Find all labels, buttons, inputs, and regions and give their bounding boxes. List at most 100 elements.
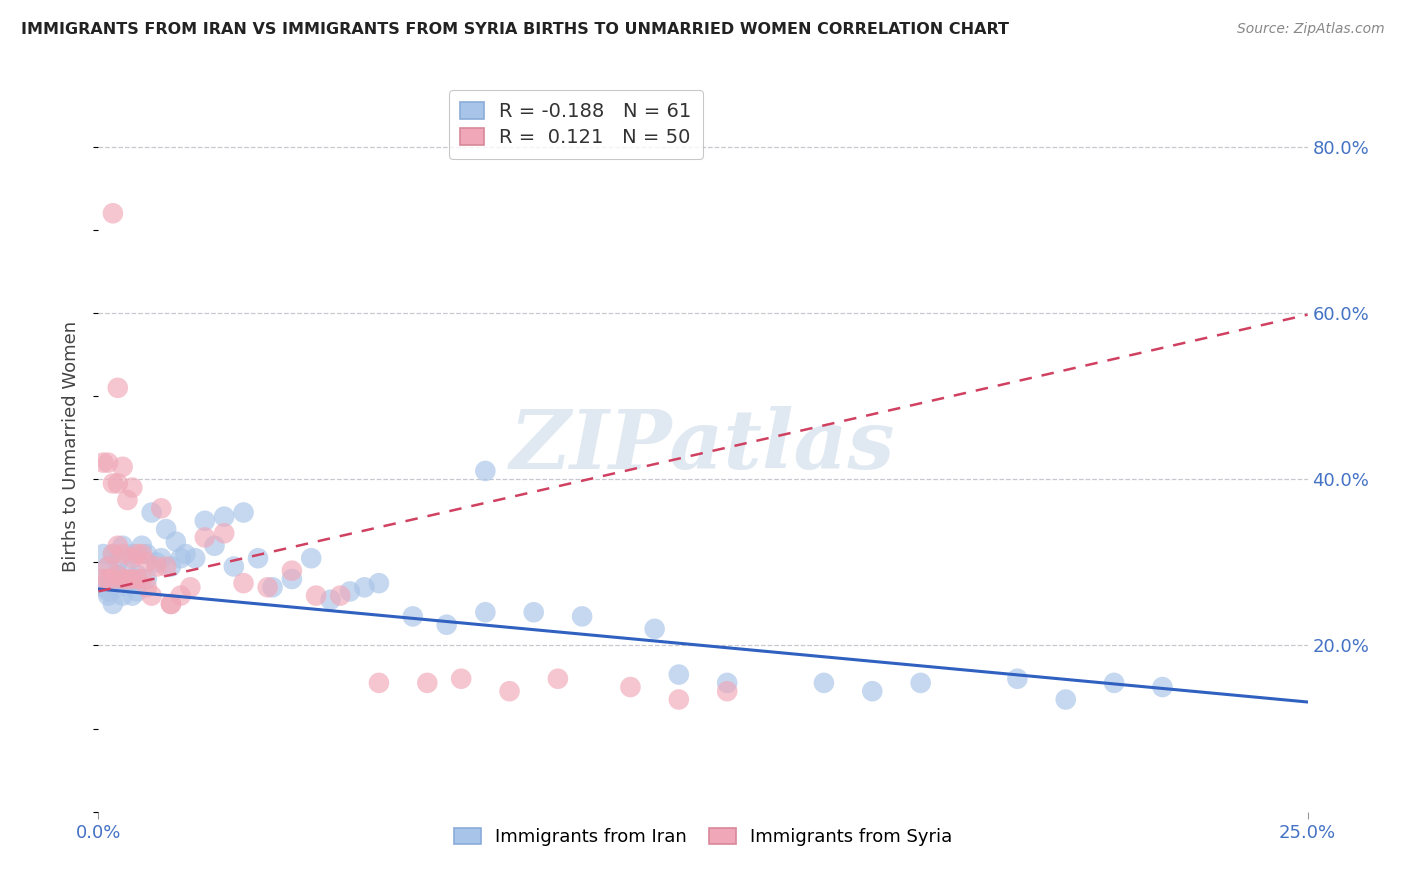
Point (91, 572, 114, 586)
Point (97, 589, 120, 603)
Point (111, 572, 134, 586)
Point (194, 530, 217, 544)
Point (121, 572, 143, 586)
Point (101, 476, 124, 491)
Point (436, 617, 458, 632)
Point (121, 481, 143, 495)
Point (101, 547, 124, 561)
Point (160, 559, 183, 574)
Point (131, 539, 153, 553)
Point (101, 572, 124, 586)
Point (194, 514, 217, 528)
Point (141, 589, 163, 603)
Legend: Immigrants from Iran, Immigrants from Syria: Immigrants from Iran, Immigrants from Sy… (444, 819, 962, 855)
Point (281, 572, 304, 586)
Point (150, 551, 173, 566)
Point (353, 580, 375, 594)
Point (305, 589, 328, 603)
Point (160, 597, 183, 611)
Point (184, 551, 207, 566)
Point (474, 464, 496, 478)
Point (111, 459, 134, 474)
Point (131, 572, 153, 586)
Point (97, 584, 120, 599)
Y-axis label: Births to Unmarried Women: Births to Unmarried Women (62, 320, 80, 572)
Point (101, 597, 124, 611)
Point (135, 572, 157, 586)
Point (111, 589, 134, 603)
Point (299, 551, 322, 566)
Point (131, 547, 153, 561)
Point (117, 564, 139, 578)
Point (619, 680, 641, 694)
Point (145, 555, 167, 569)
Point (1152, 680, 1174, 694)
Point (155, 559, 177, 574)
Point (644, 622, 666, 636)
Point (668, 692, 690, 706)
Point (1102, 676, 1125, 690)
Point (97, 456, 120, 470)
Point (232, 576, 254, 591)
Point (860, 684, 883, 698)
Text: ZIPatlas: ZIPatlas (510, 406, 896, 486)
Point (910, 676, 932, 690)
Point (117, 576, 139, 591)
Point (212, 509, 235, 524)
Point (262, 580, 284, 594)
Point (402, 609, 425, 624)
Point (174, 547, 197, 561)
Point (121, 547, 143, 561)
Point (145, 559, 167, 574)
Point (339, 584, 361, 599)
Point (212, 526, 235, 541)
Point (150, 501, 173, 516)
Point (474, 605, 496, 619)
Text: Source: ZipAtlas.com: Source: ZipAtlas.com (1237, 22, 1385, 37)
Point (101, 572, 124, 586)
Point (716, 684, 738, 698)
Point (169, 589, 191, 603)
Point (135, 555, 157, 569)
Point (135, 580, 157, 594)
Point (135, 547, 157, 561)
Point (498, 684, 520, 698)
Point (91, 572, 114, 586)
Point (127, 567, 149, 582)
Point (160, 597, 183, 611)
Point (179, 580, 201, 594)
Point (107, 580, 129, 594)
Point (1007, 672, 1029, 686)
Point (668, 667, 690, 681)
Point (716, 676, 738, 690)
Point (127, 584, 149, 599)
Point (117, 493, 139, 508)
Point (141, 506, 163, 520)
Point (97, 559, 120, 574)
Point (165, 534, 187, 549)
Point (91, 580, 114, 594)
Point (107, 567, 129, 582)
Point (247, 551, 270, 566)
Point (127, 547, 149, 561)
Point (91, 456, 114, 470)
Point (232, 506, 254, 520)
Point (117, 572, 139, 586)
Point (155, 522, 177, 536)
Point (222, 559, 245, 574)
Point (91, 547, 114, 561)
Point (329, 589, 352, 603)
Point (523, 605, 546, 619)
Point (121, 551, 143, 566)
Point (101, 206, 124, 220)
Point (368, 676, 391, 690)
Point (97, 572, 120, 586)
Point (107, 555, 129, 569)
Point (368, 576, 391, 591)
Point (281, 564, 304, 578)
Point (256, 580, 278, 594)
Point (1054, 692, 1077, 706)
Point (571, 609, 593, 624)
Point (111, 539, 134, 553)
Point (416, 676, 439, 690)
